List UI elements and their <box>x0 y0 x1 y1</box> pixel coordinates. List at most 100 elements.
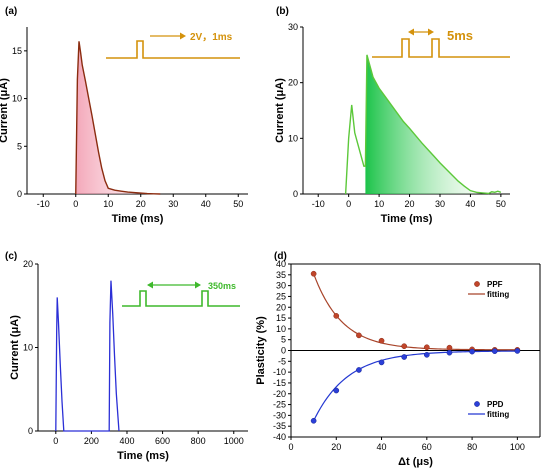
y-tick-label: 0 <box>17 189 22 199</box>
x-axis-label: Δt (μs) <box>398 456 433 468</box>
x-axis-label: Time (ms) <box>117 450 169 462</box>
y-tick-label: -40 <box>273 432 286 442</box>
y-tick-label: 10 <box>276 324 286 334</box>
pulse-waveform <box>122 290 240 307</box>
y-tick-label: 35 <box>276 270 286 280</box>
ppd-legend-marker <box>474 401 480 407</box>
ppf-point <box>310 270 317 277</box>
pulse-arrowhead-left <box>147 281 153 289</box>
ppd-point <box>310 417 317 424</box>
x-tick-label: 50 <box>233 199 243 209</box>
x-tick-label: 0 <box>73 199 78 209</box>
panel-label: (b) <box>276 6 289 17</box>
x-tick-label: -10 <box>37 199 50 209</box>
x-tick-label: 50 <box>496 199 506 209</box>
pulse-waveform <box>372 38 510 58</box>
panel-c: 0 200 400 600 800 1000 0 10 20 Time (ms) Current (… <box>5 251 248 462</box>
y-axis-label: Plasticity (%) <box>255 316 267 385</box>
ppf-point <box>333 313 340 319</box>
ppd-legend-label: PPD <box>487 400 504 409</box>
x-tick-label: 800 <box>191 436 206 446</box>
ppd-point <box>356 367 362 373</box>
x-tick-label: 20 <box>136 199 146 209</box>
y-tick-label: -5 <box>278 356 286 366</box>
ppd-point <box>491 348 498 354</box>
y-tick-label: 10 <box>23 343 33 353</box>
panel-label: (a) <box>5 6 17 17</box>
ppd-fitting-legend-label: fitting <box>487 410 509 419</box>
y-tick-label: 5 <box>281 335 286 345</box>
ppf-legend-label: PPF <box>487 280 503 289</box>
x-tick-label: 0 <box>288 442 293 452</box>
x-tick-label: 20 <box>405 199 415 209</box>
y-tick-label: 20 <box>23 259 33 269</box>
y-tick-label: -30 <box>273 410 286 420</box>
x-tick-label: 0 <box>53 436 58 446</box>
current-line <box>75 41 161 195</box>
ppf-point <box>446 344 453 351</box>
y-tick-label: 15 <box>12 46 22 56</box>
y-axis-label: Current (μA) <box>0 78 10 143</box>
x-tick-label: 20 <box>331 442 341 452</box>
panel-label: (d) <box>274 251 287 262</box>
pulse-label: 2V，1ms <box>190 32 233 43</box>
y-tick-label: -35 <box>273 421 286 431</box>
ppd-fitting-line <box>313 350 518 422</box>
y-tick-label: 20 <box>288 78 298 88</box>
x-tick-label: 30 <box>435 199 445 209</box>
y-tick-label: -20 <box>273 389 286 399</box>
x-tick-label: 400 <box>119 436 134 446</box>
ppf-legend-marker <box>474 281 480 287</box>
current-line <box>344 54 502 195</box>
ppf-fitting-legend-label: fitting <box>487 290 509 299</box>
x-tick-label: 200 <box>84 436 99 446</box>
x-tick-label: 40 <box>201 199 211 209</box>
x-tick-label: 10 <box>374 199 384 209</box>
pulse-waveform <box>106 40 240 59</box>
y-tick-label: 0 <box>293 189 298 199</box>
ppd-point <box>378 359 385 366</box>
ppd-point <box>423 351 430 358</box>
x-axis-label: Time (ms) <box>381 213 433 225</box>
y-tick-label: 40 <box>276 259 286 269</box>
ppf-point <box>423 344 430 351</box>
x-tick-label: 1000 <box>224 436 244 446</box>
x-axis-label: Time (ms) <box>112 213 164 225</box>
y-tick-label: 5 <box>17 141 22 151</box>
ppf-point <box>378 337 385 344</box>
ppf-fitting-line <box>313 273 518 351</box>
x-tick-label: 10 <box>103 199 113 209</box>
pulse-arrowhead <box>180 32 186 40</box>
y-tick-label: -10 <box>273 367 286 377</box>
x-tick-label: 60 <box>422 442 432 452</box>
x-tick-label: 30 <box>168 199 178 209</box>
ppd-point <box>446 349 453 356</box>
ppf-point <box>401 343 408 350</box>
ppd-point <box>401 354 408 360</box>
x-tick-label: 0 <box>346 199 351 209</box>
y-tick-label: -15 <box>273 378 286 388</box>
pulse-arrowhead-right <box>428 28 434 36</box>
x-tick-label: 600 <box>155 436 170 446</box>
y-axis-label: Current (μA) <box>274 78 286 143</box>
current-area <box>365 54 477 194</box>
y-tick-label: 0 <box>28 426 33 436</box>
pulse-label: 5ms <box>447 28 473 43</box>
x-tick-label: 80 <box>467 442 477 452</box>
y-tick-label: 10 <box>12 94 22 104</box>
x-tick-label: -10 <box>312 199 325 209</box>
pulse-label: 350ms <box>208 281 236 291</box>
y-tick-label: 20 <box>276 302 286 312</box>
y-tick-label: 30 <box>288 22 298 32</box>
ppd-point <box>333 387 340 394</box>
y-tick-label: 10 <box>288 133 298 143</box>
panel-d: 0 20 40 60 80 100-40-35-30-25-20-15-10-505101… <box>255 251 541 468</box>
y-tick-label: 30 <box>276 281 286 291</box>
y-tick-label: 0 <box>281 346 286 356</box>
x-tick-label: 40 <box>377 442 387 452</box>
pulse-arrowhead-left <box>408 28 414 36</box>
pulse-arrowhead-right <box>195 281 201 289</box>
y-axis-label: Current (μA) <box>9 315 21 380</box>
